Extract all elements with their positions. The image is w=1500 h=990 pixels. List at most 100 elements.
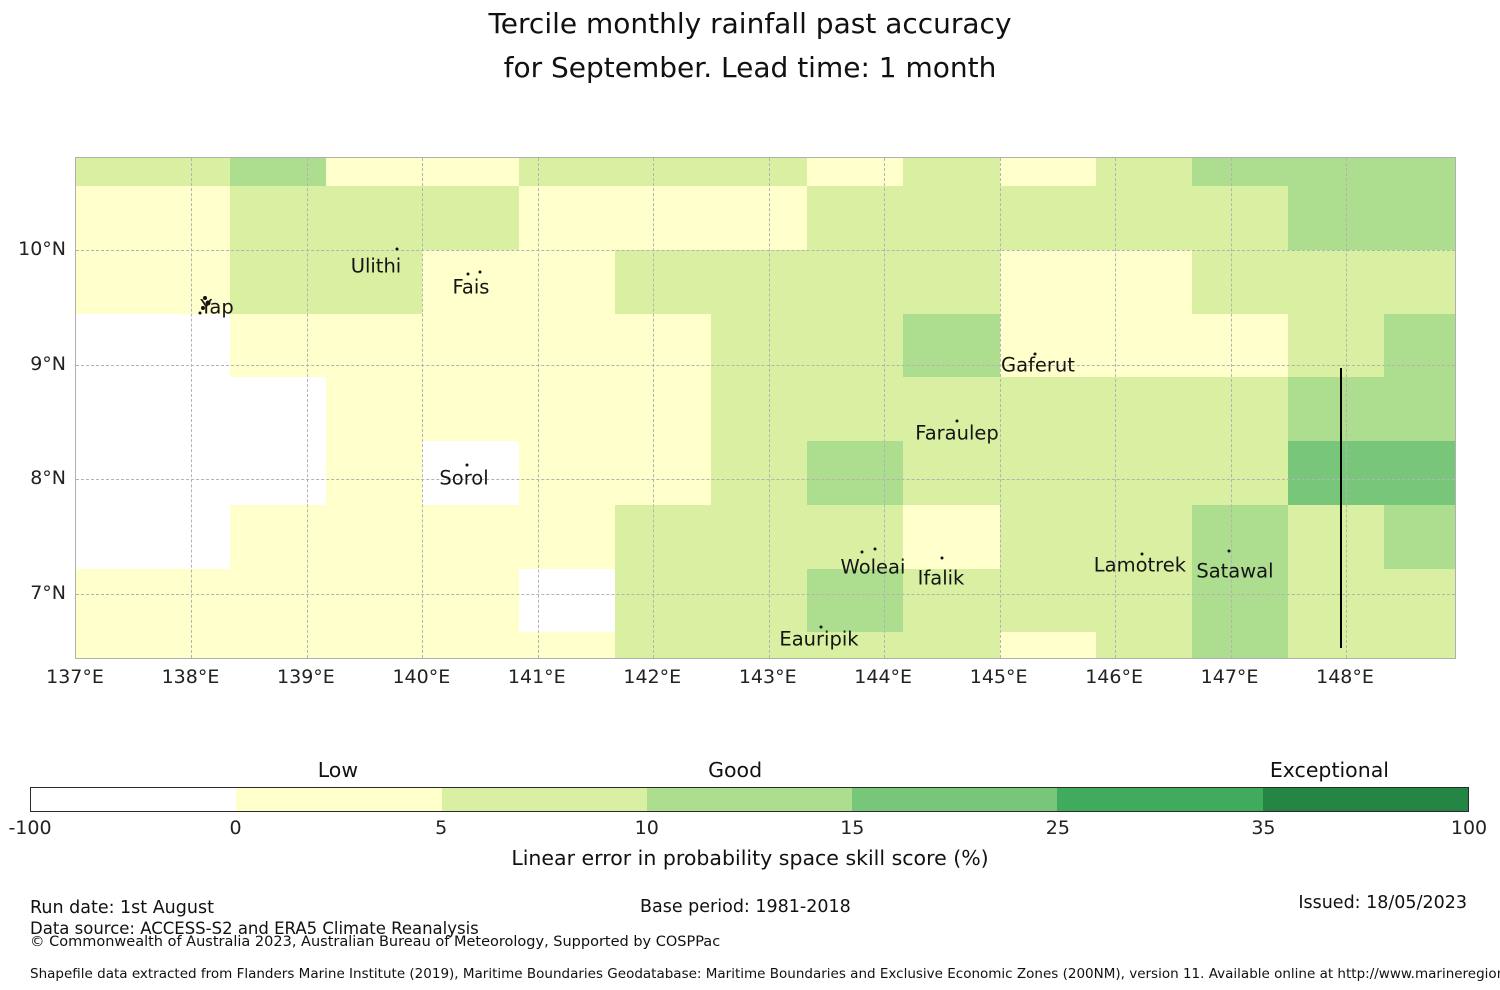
grid-cell (711, 158, 808, 187)
grid-cell (1288, 158, 1385, 187)
grid-cell (711, 441, 808, 505)
grid-cell (76, 158, 134, 187)
grid-cell (326, 377, 423, 442)
colorbar-segment (1057, 788, 1263, 811)
grid-cell (999, 313, 1096, 378)
longitude-gridline (999, 158, 1001, 658)
grid-cell (614, 441, 711, 505)
grid-cell (326, 313, 423, 378)
grid-cell (229, 249, 327, 314)
grid-cell (229, 186, 327, 250)
island-dot (201, 306, 205, 311)
longitude-gridline (1346, 158, 1347, 658)
grid-cell (229, 568, 327, 633)
grid-cell (229, 377, 327, 442)
grid-cell (807, 504, 904, 569)
grid-cell (133, 186, 230, 250)
colorbar-tick-label: 35 (1251, 817, 1276, 839)
colorbar-category-labels: Low Good Exceptional (30, 758, 1469, 784)
x-axis-tick-label: 148°E (1316, 666, 1374, 688)
shapefile-attribution-text: Shapefile data extracted from Flanders M… (30, 966, 1500, 982)
island-dot (940, 556, 944, 560)
grid-cell (711, 377, 808, 442)
grid-cell (1095, 249, 1193, 314)
grid-cell (1288, 186, 1385, 250)
grid-cell (422, 249, 519, 314)
colorbar-tick-label: 25 (1045, 817, 1070, 839)
grid-cell (76, 568, 134, 633)
island-label: Ulithi (350, 254, 402, 278)
data-source-text: Data source: ACCESS-S2 and ERA5 Climate … (30, 919, 479, 938)
island-label: Lamotrek (1093, 553, 1187, 577)
x-axis: 137°E 138°E 139°E 140°E 141°E 142°E 143°E 144°E… (46, 666, 1454, 690)
grid-cell (229, 313, 327, 378)
grid-cell (518, 441, 615, 505)
grid-cell (326, 568, 423, 633)
colorbar-tick-labels: -100 0 5 10 15 25 35 100 (8, 817, 1487, 839)
longitude-gridline (537, 158, 539, 658)
grid-cell (1288, 568, 1385, 633)
island-dot (819, 625, 823, 629)
island-dot (466, 272, 470, 276)
grid-cell (76, 249, 134, 314)
island-dot (395, 247, 399, 251)
island-dot (465, 463, 469, 467)
grid-cell (1384, 441, 1455, 505)
x-axis-tick-label: 141°E (507, 666, 566, 688)
grid-cell (614, 504, 711, 569)
island-label: Gaferut (1000, 353, 1075, 377)
grid-cell (1384, 186, 1455, 250)
island-dot (873, 547, 877, 551)
grid-cell (1192, 568, 1289, 633)
grid-cell (711, 249, 808, 314)
longitude-gridline (653, 158, 655, 658)
grid-cell (614, 568, 711, 633)
grid-cell (1288, 441, 1385, 505)
grid-cell (133, 313, 230, 378)
island-dot (1140, 552, 1144, 556)
grid-cell (807, 249, 904, 314)
grid-cell (999, 186, 1096, 250)
grid-cell (807, 568, 904, 633)
grid-cell (614, 249, 711, 314)
y-axis-tick-label: 7°N (30, 582, 66, 605)
latitude-gridline (76, 594, 1455, 596)
grid-cell (999, 504, 1096, 569)
grid-cell (518, 158, 615, 187)
grid-cell (1095, 377, 1193, 442)
chart-title-line2: for September. Lead time: 1 month (503, 51, 997, 84)
island-label: Woleai (840, 555, 906, 579)
grid-cell (614, 158, 711, 187)
x-axis-tick-label: 137°E (46, 666, 104, 688)
grid-cell (1095, 313, 1193, 378)
grid-cell (1095, 504, 1193, 569)
grid-cell (133, 377, 230, 442)
grid-cell (1384, 568, 1455, 633)
grid-cell (711, 632, 808, 658)
grid-cell (999, 568, 1096, 633)
grid-cell (903, 504, 1000, 569)
colorbar-tick-label: 100 (1450, 817, 1488, 839)
island-dot (198, 311, 202, 315)
grid-cell (1192, 158, 1289, 187)
colorbar-tick-label: 10 (634, 817, 659, 839)
grid-cell (1095, 568, 1193, 633)
grid-cell (76, 313, 134, 378)
grid-cell (422, 313, 519, 378)
grid-cell (999, 377, 1096, 442)
grid-cell (76, 377, 134, 442)
grid-cell (807, 313, 904, 378)
longitude-gridline (1115, 158, 1117, 658)
grid-cell (614, 377, 711, 442)
grid-cell (1192, 377, 1289, 442)
grid-cell (76, 632, 134, 658)
grid-cell (326, 158, 423, 187)
grid-cell (1192, 313, 1289, 378)
island-label: Fais (452, 275, 490, 299)
grid-cell (326, 632, 423, 658)
grid-cell (711, 504, 808, 569)
x-axis-tick-label: 144°E (854, 666, 913, 688)
longitude-gridline (884, 158, 886, 658)
longitude-gridline (1230, 158, 1232, 658)
grid-cell (76, 186, 134, 250)
